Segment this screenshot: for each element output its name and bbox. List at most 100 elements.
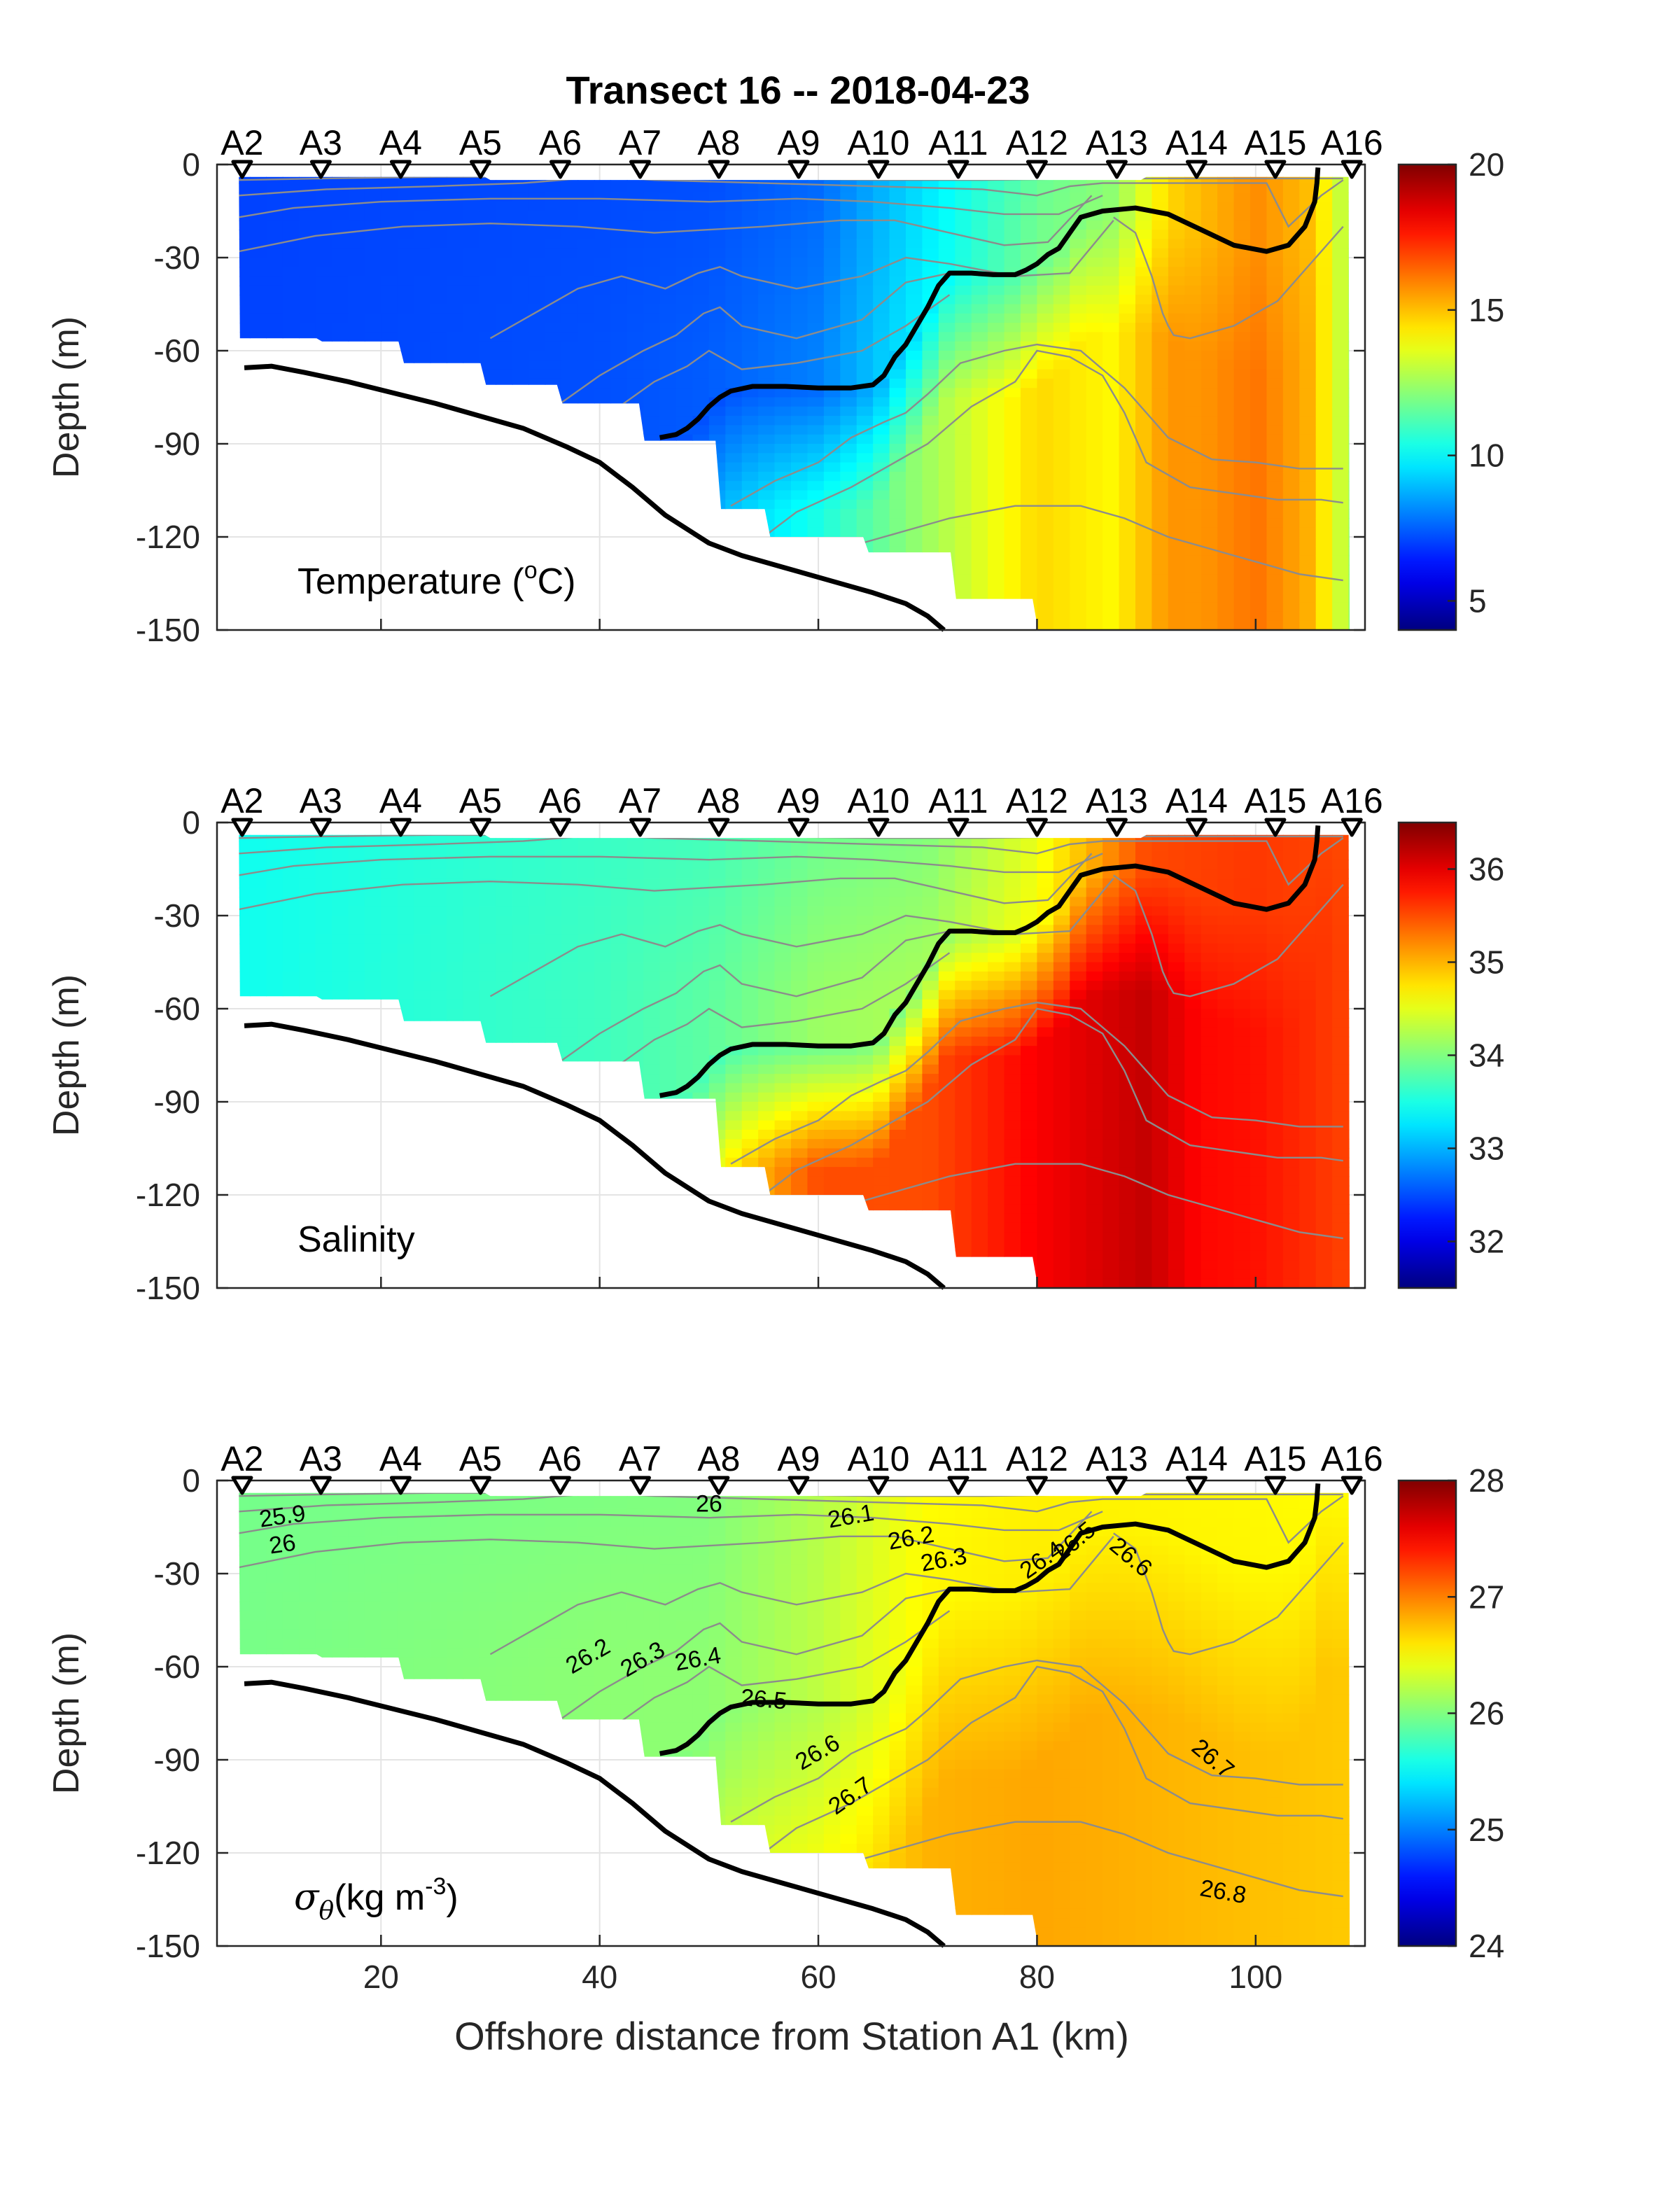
heatmap-cell [430,916,447,926]
heatmap-cell [1070,481,1087,491]
heatmap-cell [1217,351,1235,361]
heatmap-cell [578,611,595,622]
heatmap-cell [594,620,612,630]
heatmap-cell [889,555,906,566]
heatmap-cell [578,276,595,286]
heatmap-cell [626,925,644,935]
heatmap-cell [1021,248,1038,258]
heatmap-cell [1250,425,1268,435]
heatmap-cell [955,332,972,342]
heatmap-cell [381,239,398,249]
heatmap-cell [239,1167,251,1177]
heatmap-cell [1070,564,1087,575]
heatmap-cell [266,1185,284,1196]
heatmap-cell [1200,192,1218,202]
station-label: A10 [847,123,909,162]
heatmap-cell [332,906,349,916]
heatmap-cell [1184,295,1202,305]
heatmap-cell [381,509,398,519]
heatmap-cell [315,1157,332,1168]
heatmap-cell [430,490,447,500]
heatmap-cell [725,248,743,258]
heatmap-cell [463,285,480,295]
heatmap-cell [692,834,710,842]
heatmap-cell [626,304,644,314]
heatmap-cell [239,850,251,860]
heatmap-cell [414,1139,431,1149]
heatmap-cell [1119,192,1136,202]
station-marker [549,160,571,179]
heatmap-cell [988,304,1005,314]
heatmap-cell [348,943,365,953]
heatmap-cell [528,602,546,612]
heatmap-cell [971,285,988,295]
heatmap-cell [545,1046,562,1056]
heatmap-cell [578,1204,595,1214]
heatmap-cell [249,518,267,528]
heatmap-cell [1102,425,1120,435]
heatmap-cell [938,258,956,268]
heatmap-cell [1250,546,1268,556]
heatmap-cell [594,1250,612,1261]
heatmap-cell [545,1269,562,1280]
heatmap-cell [249,453,267,463]
heatmap-cell [922,564,939,575]
heatmap-cell [659,332,677,342]
heatmap-cell [1282,304,1301,314]
heatmap-cell [266,1083,284,1093]
heatmap-cell [496,620,513,630]
heatmap-cell [988,518,1005,528]
heatmap-cell [742,164,759,174]
heatmap-cell [315,332,332,342]
heatmap-cell [414,1148,431,1158]
heatmap-cell [1282,351,1301,361]
heatmap-cell [397,211,414,221]
heatmap-cell [1266,192,1284,202]
heatmap-cell [249,1027,267,1037]
heatmap-cell [463,239,480,249]
heatmap-cell [1315,583,1333,594]
heatmap-cell [1348,611,1350,622]
heatmap-cell [741,351,759,361]
heatmap-cell [463,971,480,981]
heatmap-cell [463,471,480,482]
heatmap-cell [741,518,759,528]
heatmap-cell [1053,397,1071,407]
heatmap-cell [988,453,1005,463]
heatmap-cell [578,313,595,323]
heatmap-cell [1086,611,1103,622]
heatmap-cell [463,295,480,305]
heatmap-cell [512,509,529,519]
heatmap-cell [397,406,414,416]
heatmap-cell [955,499,972,510]
heatmap-cell [938,176,956,184]
heatmap-cell [1332,555,1350,566]
heatmap-cell [545,1176,562,1186]
heatmap-cell [397,602,414,612]
heatmap-cell [610,1046,628,1056]
heatmap-cell [856,230,874,240]
heatmap-cell [332,850,349,860]
heatmap-cell [299,295,316,305]
heatmap-cell [840,537,858,547]
heatmap-cell [1102,490,1120,500]
heatmap-cell [1102,453,1120,463]
heatmap-cell [561,602,579,612]
heatmap-cell [643,1129,661,1140]
heatmap-cell [348,453,365,463]
heatmap-cell [1348,192,1350,202]
heatmap-cell [381,434,398,444]
heatmap-cell [1348,313,1350,323]
heatmap-cell [414,1213,431,1224]
heatmap-cell [988,574,1005,584]
heatmap-cell [578,1055,595,1065]
heatmap-cell [889,378,906,388]
heatmap-cell [1282,527,1301,538]
heatmap-cell [430,1009,447,1019]
heatmap-cell [578,295,595,305]
heatmap-cell [1233,416,1251,426]
heatmap-cell [266,416,284,426]
heatmap-cell [266,841,284,851]
heatmap-cell [266,1195,284,1205]
heatmap-cell [364,1064,382,1074]
